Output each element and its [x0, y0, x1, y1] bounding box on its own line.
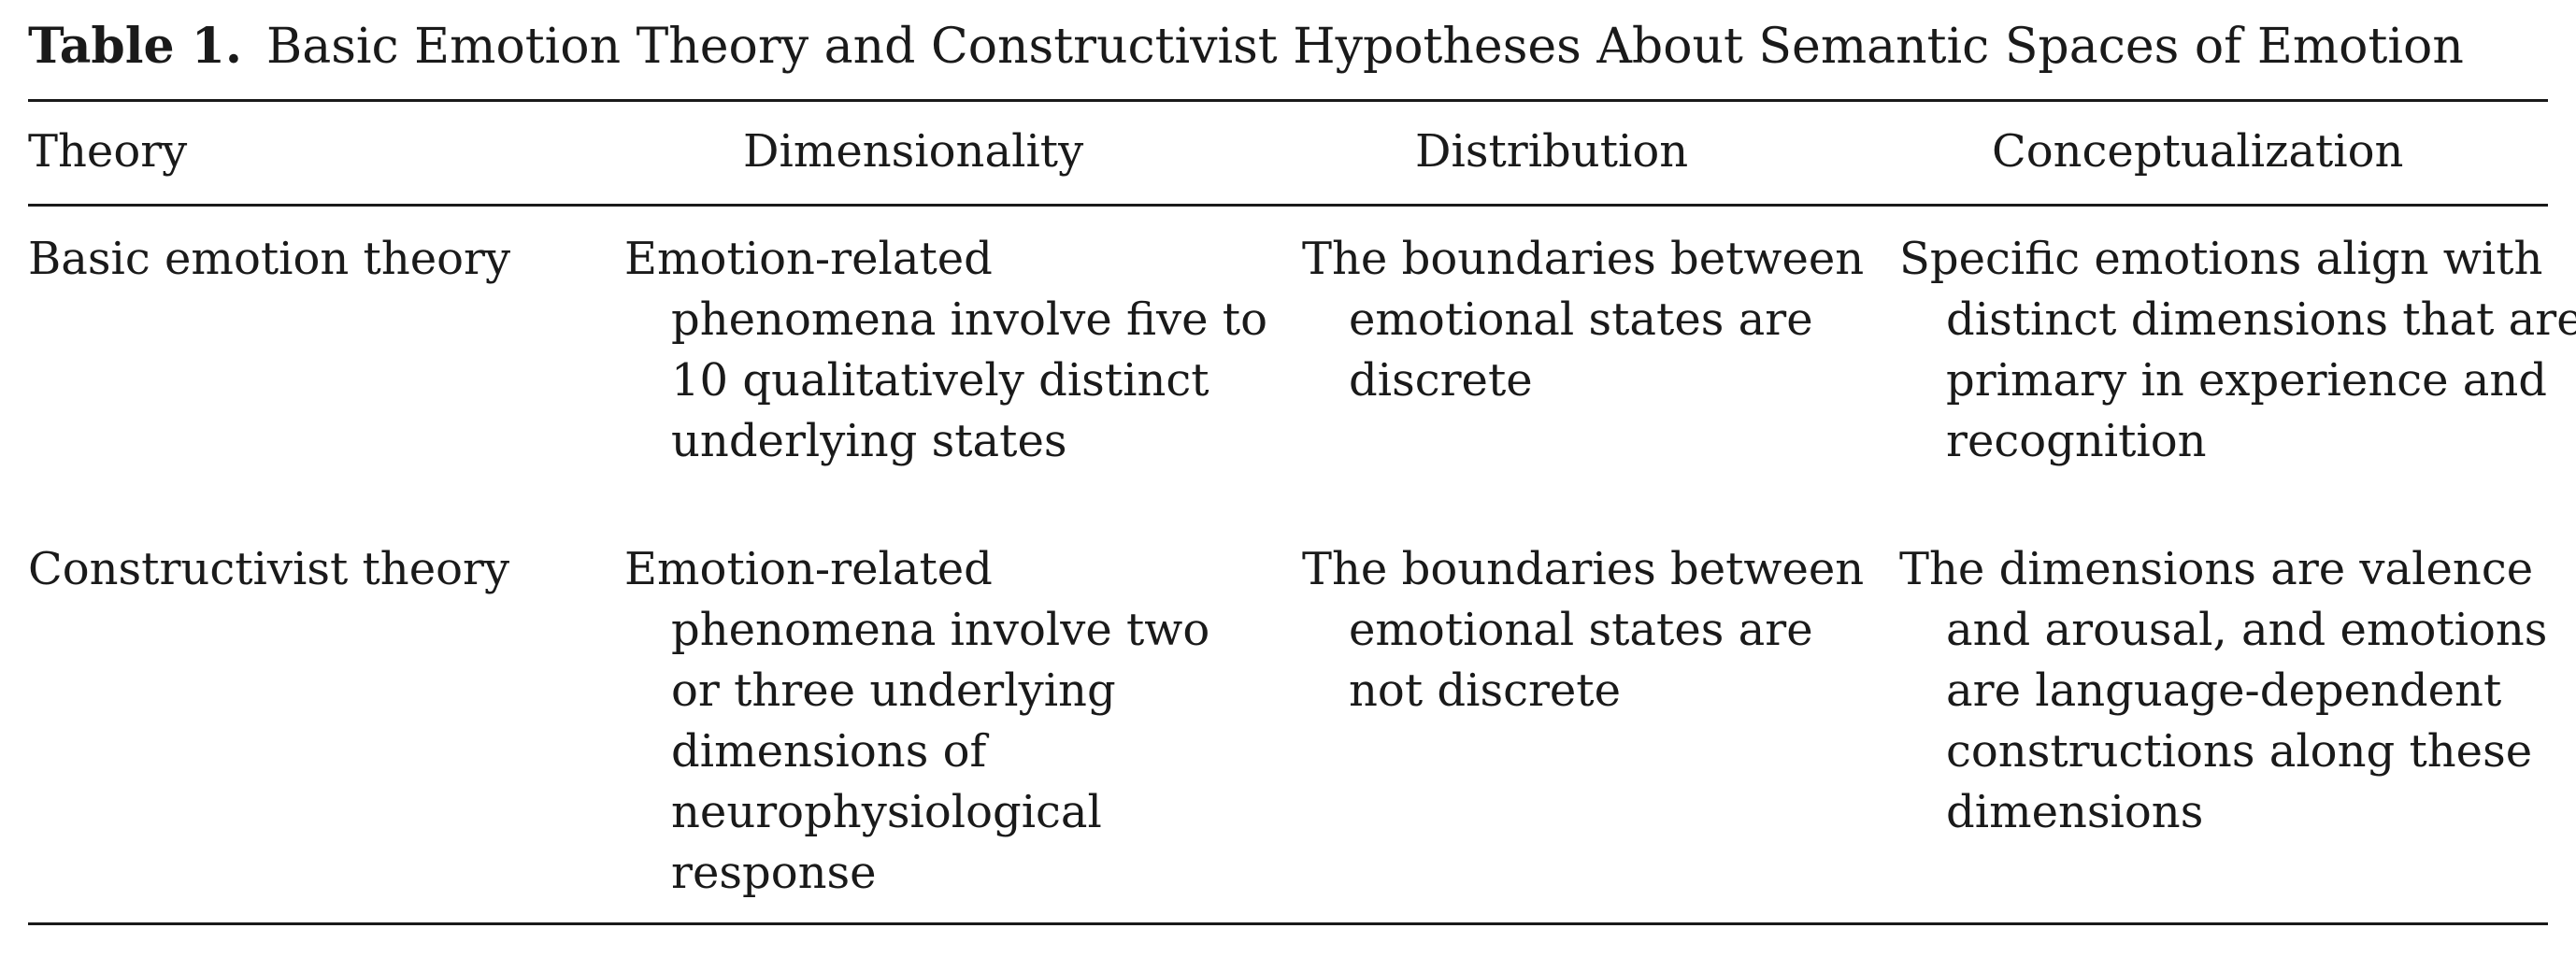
row-1-dimensionality: Emotion-related phenomena involve five t…: [624, 233, 1267, 467]
header-conceptualization: Conceptualization: [1992, 125, 2404, 178]
row-1-distribution: The boundaries between emotional states …: [1302, 233, 1865, 407]
row-2-dimensionality: Emotion-related phenomena involve two or…: [624, 543, 1210, 899]
top-rule: [28, 99, 2548, 102]
table-label: Table 1.: [28, 18, 242, 75]
header-dimensionality: Dimensionality: [743, 125, 1084, 178]
row-2-theory: Constructivist theory: [28, 543, 510, 595]
row-1-theory: Basic emotion theory: [28, 233, 511, 285]
row-2-conceptualization: The dimensions are valence and arousal, …: [1899, 543, 2548, 838]
table-caption: Table 1. Basic Emotion Theory and Constru…: [28, 13, 2464, 80]
header-distribution: Distribution: [1415, 125, 1689, 178]
header-rule: [28, 204, 2548, 207]
header-theory: Theory: [28, 125, 188, 178]
row-1-conceptualization: Specific emotions align with distinct di…: [1899, 233, 2576, 467]
table-title: Basic Emotion Theory and Constructivist …: [266, 19, 2464, 75]
bottom-rule: [28, 922, 2548, 925]
row-2-distribution: The boundaries between emotional states …: [1302, 543, 1865, 717]
